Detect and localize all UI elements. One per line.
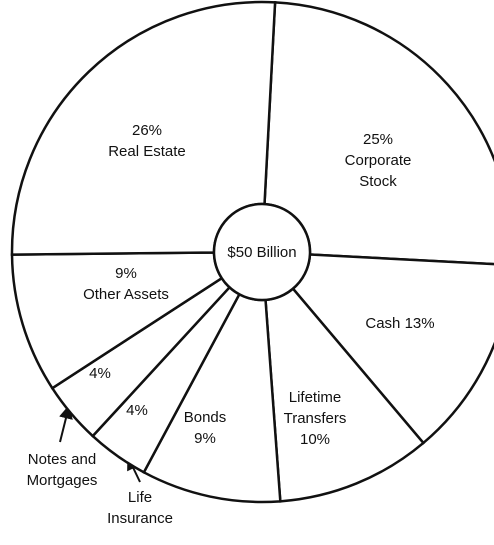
value-label: 13%: [404, 314, 435, 332]
value-label: 4%: [89, 364, 111, 382]
label-box: Notes and Mortgages: [12, 447, 112, 493]
label-box: Cash 13%: [345, 311, 455, 335]
label-box: 4%: [117, 398, 157, 422]
label-box: $50 Billion: [214, 237, 310, 267]
label: Bonds 9%: [165, 405, 245, 451]
value-label: 10%: [299, 430, 331, 448]
category-label: Notes and Mortgages: [26, 451, 98, 489]
label: 25% Corporate Stock: [328, 125, 428, 195]
label-box: Life Insurance: [100, 485, 180, 531]
value-label: 4%: [126, 401, 148, 419]
label: 26% Real Estate: [82, 118, 212, 164]
label: 4%: [80, 361, 120, 385]
center-circle: [212, 202, 312, 302]
label: $50 Billion: [214, 237, 310, 267]
label: 9% Other Assets: [61, 261, 191, 307]
category-label: Real Estate: [108, 143, 186, 160]
value-label: 25%: [362, 130, 394, 148]
center-label: $50 Billion: [227, 243, 297, 261]
value-label: 9%: [194, 430, 216, 447]
label: Life Insurance: [100, 485, 180, 531]
label-line: Cash 13%: [365, 313, 434, 334]
category-label: Bonds: [183, 409, 227, 426]
pointer-arrow: [59, 404, 73, 443]
category-label: Other Assets: [83, 286, 169, 303]
value-label: 9%: [115, 265, 137, 282]
label: 4%: [117, 398, 157, 422]
label-box: 25% Corporate Stock: [328, 125, 428, 195]
category-label: Cash: [365, 314, 401, 332]
label: Cash 13%: [345, 311, 455, 335]
label-box: 26% Real Estate: [82, 118, 212, 164]
label-box: 4%: [80, 361, 120, 385]
label-box: Bonds 9%: [165, 405, 245, 451]
label-box: 9% Other Assets: [61, 261, 191, 307]
label: Notes and Mortgages: [12, 447, 112, 493]
label: Lifetime Transfers 10%: [270, 383, 360, 453]
category-label: Lifetime Transfers: [283, 388, 347, 427]
label-box: Lifetime Transfers 10%: [270, 383, 360, 453]
value-label: 26%: [131, 122, 163, 139]
category-label: Life Insurance: [107, 489, 173, 527]
category-label: Corporate Stock: [344, 151, 412, 190]
